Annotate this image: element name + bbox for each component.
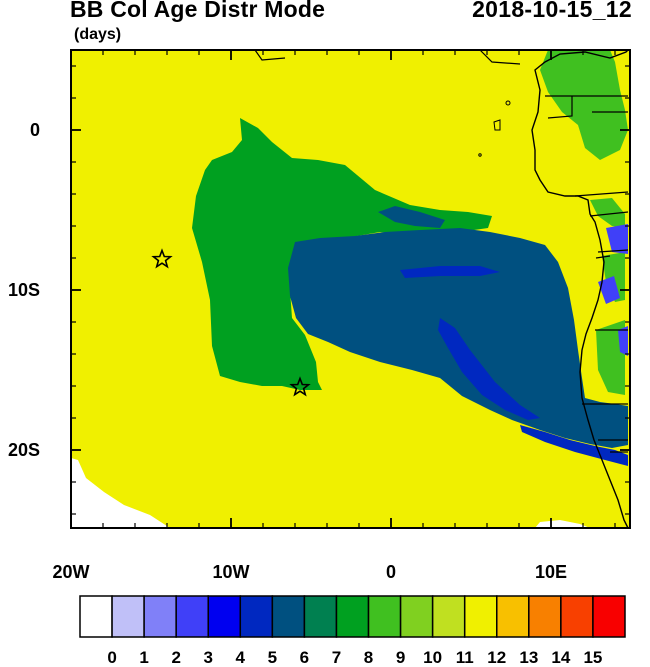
colorbar-label: 6	[300, 648, 309, 667]
colorbar-box	[592, 595, 626, 638]
field-mode4-east1	[606, 224, 628, 254]
field-mode9-north	[540, 50, 628, 160]
country-borders	[254, 49, 629, 453]
colorbar-label: 9	[396, 648, 405, 667]
colorbar-box	[79, 595, 113, 638]
field-mode5-streak2	[438, 318, 540, 420]
datetime-label: 2018-10-15_12	[472, 0, 632, 22]
lat-label-20s: 20S	[8, 440, 40, 460]
map-panel	[70, 49, 631, 529]
colorbar-box	[496, 595, 530, 638]
colorbar-label: 4	[236, 648, 246, 667]
colorbar-label: 2	[171, 648, 180, 667]
field-mode9-coast	[590, 198, 625, 228]
colorbar: 0 1 2 3 4 5 6 7 8 9 10 11 12 13 14 15	[79, 595, 626, 667]
colorbar-label: 8	[364, 648, 373, 667]
units-label: (days)	[74, 26, 122, 43]
plot-title: BB Col Age Distr Mode	[70, 0, 326, 22]
colorbar-box	[271, 595, 306, 638]
field-mode9-coast3	[596, 320, 625, 395]
colorbar-box	[207, 595, 242, 638]
station-star-ascension	[151, 248, 173, 269]
colorbar-label: 1	[139, 648, 148, 667]
colorbar-box	[528, 595, 562, 638]
colorbar-box	[111, 595, 145, 638]
colorbar-label: 7	[332, 648, 341, 667]
island-1	[505, 100, 511, 106]
island-3	[478, 153, 482, 157]
colorbar-box	[175, 595, 209, 638]
lat-label-10s: 10S	[8, 280, 40, 300]
field-mode5-streak1	[400, 266, 500, 278]
colorbar-box	[367, 595, 402, 638]
station-star-st-helena	[289, 376, 311, 397]
field-zero-sw	[71, 458, 170, 528]
colorbar-label: 10	[423, 648, 442, 667]
lat-label-0: 0	[30, 120, 40, 140]
lon-label-10w: 10W	[212, 562, 249, 582]
colorbar-box	[399, 595, 434, 638]
colorbar-box	[560, 595, 594, 638]
colorbar-box	[239, 595, 274, 638]
field-mode6-north	[378, 206, 445, 228]
colorbar-label: 15	[583, 648, 602, 667]
field-mode4-east3	[618, 326, 628, 356]
field-zero-bottom	[535, 520, 590, 528]
colorbar-label: 11	[456, 648, 474, 667]
colorbar-box	[303, 595, 338, 638]
colorbar-label: 13	[519, 648, 538, 667]
colorbar-label: 0	[107, 648, 116, 667]
map-ticks	[70, 50, 630, 528]
colorbar-label: 3	[204, 648, 213, 667]
field-mode8-plume	[192, 118, 492, 390]
coastline	[531, 49, 629, 529]
field-mode4-east2	[598, 276, 620, 304]
lon-label-0: 0	[386, 562, 396, 582]
colorbar-box	[431, 595, 466, 638]
map-frame	[70, 49, 631, 529]
colorbar-box	[143, 595, 177, 638]
colorbar-box	[463, 595, 498, 638]
colorbar-label: 14	[551, 648, 570, 667]
colorbar-label: 12	[487, 648, 506, 667]
colorbar-box	[335, 595, 370, 638]
island-2	[493, 119, 501, 131]
lon-label-20w: 20W	[52, 562, 89, 582]
lon-label-10e: 10E	[535, 562, 567, 582]
colorbar-label: 5	[268, 648, 277, 667]
